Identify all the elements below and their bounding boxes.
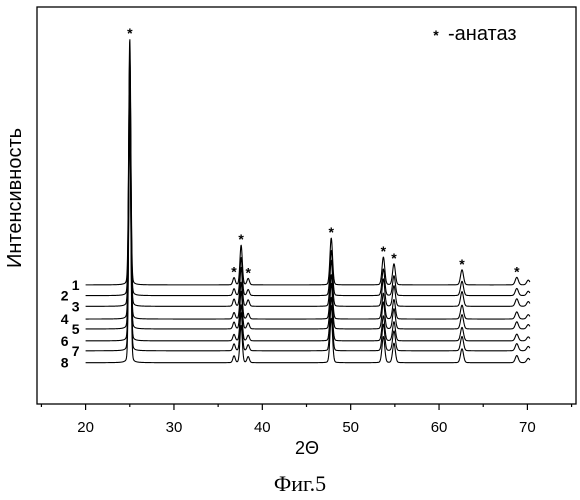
anatase-peak-marker: * [514, 263, 520, 279]
series-label-7: 7 [72, 343, 80, 359]
figure-caption: Фиг.5 [274, 471, 326, 496]
series-label-5: 5 [72, 321, 80, 337]
legend: * -анатаз [433, 23, 516, 45]
x-axis-title: 2Θ [295, 438, 319, 458]
series-line-5 [86, 86, 530, 329]
anatase-peak-markers: ********* [127, 25, 520, 281]
x-tick-label: 60 [431, 419, 448, 436]
series-label-4: 4 [61, 311, 69, 327]
series-line-8 [86, 123, 530, 362]
anatase-peak-marker: * [127, 25, 133, 41]
series-line-6 [86, 104, 530, 341]
anatase-peak-marker: * [381, 243, 387, 259]
series-line-7 [86, 110, 530, 351]
series-labels: 12345678 [61, 277, 80, 371]
series-label-1: 1 [72, 277, 80, 293]
series-line-1 [86, 40, 530, 285]
anatase-peak-marker: * [391, 250, 397, 266]
plot-frame [37, 7, 576, 404]
anatase-peak-marker: * [328, 224, 334, 240]
legend-symbol: * [433, 27, 439, 43]
x-tick-label: 20 [77, 419, 94, 436]
x-tick-label: 30 [166, 419, 183, 436]
x-axis-ticks: 20 30 40 50 60 70 [41, 404, 571, 436]
series-label-6: 6 [61, 333, 69, 349]
x-tick-label: 40 [254, 419, 271, 436]
legend-label: -анатаз [448, 23, 517, 45]
series-lines [86, 40, 530, 363]
series-label-3: 3 [72, 298, 80, 314]
anatase-peak-marker: * [231, 264, 237, 280]
series-label-2: 2 [61, 288, 69, 304]
x-tick-label: 70 [519, 419, 536, 436]
x-tick-label: 50 [342, 419, 359, 436]
anatase-peak-marker: * [238, 231, 244, 247]
y-axis-title: Интенсивность [4, 128, 26, 268]
series-label-8: 8 [61, 355, 69, 371]
anatase-peak-marker: * [245, 264, 251, 280]
anatase-peak-marker: * [459, 256, 465, 272]
